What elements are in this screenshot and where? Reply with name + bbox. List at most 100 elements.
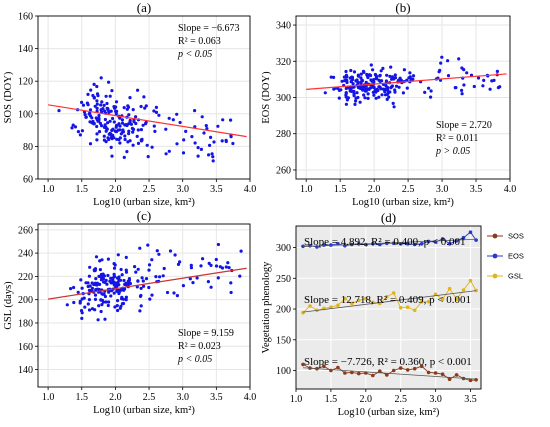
data-point-c (87, 298, 91, 302)
data-point-a (122, 155, 126, 159)
y-axis-label-b: EOS (DOY) (261, 71, 272, 124)
y-tick-label-d: 100 (276, 366, 291, 377)
data-point-a (92, 82, 96, 86)
series-point-sos (371, 373, 375, 378)
series-point-eos (461, 235, 466, 240)
data-point-c (136, 267, 140, 271)
y-tick-label-b: 280 (276, 129, 291, 140)
data-point-c (229, 290, 233, 295)
data-point-b (392, 105, 396, 109)
data-point-c (117, 283, 121, 287)
data-point-a (102, 138, 106, 142)
data-point-b (378, 79, 382, 83)
data-point-b (360, 78, 364, 82)
data-point-a (117, 122, 121, 126)
data-point-c (69, 287, 73, 291)
plot-border-d (295, 225, 482, 390)
legend-swatch-marker (492, 253, 498, 259)
data-point-a (196, 154, 200, 158)
data-point-c (117, 275, 121, 279)
data-point-b (377, 95, 381, 99)
data-point-b (438, 68, 442, 72)
series-point-gsl (440, 297, 445, 302)
data-point-c (112, 262, 116, 266)
data-point-b (389, 86, 393, 90)
data-point-c (147, 285, 151, 290)
series-point-gsl (461, 288, 466, 292)
data-point-b (372, 85, 376, 90)
data-point-c (90, 281, 94, 285)
series-point-sos (301, 362, 305, 367)
points-b (323, 55, 502, 109)
data-point-b (371, 68, 375, 72)
data-point-a (97, 113, 101, 118)
data-point-a (132, 120, 136, 124)
data-point-c (106, 273, 110, 278)
data-point-c (112, 283, 116, 287)
data-point-b (352, 92, 356, 96)
data-point-b (349, 68, 353, 73)
data-point-c (72, 285, 76, 290)
data-point-c (76, 290, 80, 294)
data-point-a (126, 104, 130, 108)
data-point-b (429, 95, 433, 99)
y-tick-label-c: 200 (18, 295, 33, 306)
series-point-sos (385, 373, 389, 377)
data-point-a (118, 128, 122, 132)
data-point-a (164, 152, 168, 156)
data-point-c (80, 286, 84, 290)
data-point-c (93, 281, 97, 285)
data-point-b (344, 86, 348, 91)
data-point-a (229, 118, 233, 122)
series-point-eos (398, 242, 403, 246)
y-tick-label-c: 140 (18, 365, 33, 376)
data-point-a (136, 88, 140, 92)
stats-annotation-b: p > 0.05 (435, 146, 470, 157)
data-point-a (125, 150, 129, 154)
data-point-c (98, 282, 102, 286)
data-point-c (161, 274, 165, 278)
panel-c: 1.0 1.5 2.0 2.5 3.0 3.5 4.0 140 160 180 200 220 240 2… (3, 208, 256, 416)
data-point-b (381, 66, 385, 70)
data-point-c (119, 287, 123, 292)
data-point-c (139, 293, 143, 298)
legend-label-gsl: GSL (508, 272, 523, 281)
data-point-a (113, 129, 118, 133)
stats-annotation-b: R² = 0.011 (436, 133, 478, 144)
series-point-sos (336, 365, 340, 370)
data-point-b (460, 88, 464, 92)
data-point-b (349, 88, 353, 92)
data-point-c (119, 267, 123, 272)
data-point-b (354, 96, 358, 100)
data-point-a (114, 109, 118, 113)
y-tick-label-c: 260 (18, 225, 33, 236)
series-point-eos (357, 242, 361, 246)
series-point-gsl (405, 305, 410, 310)
data-point-a (96, 119, 100, 123)
data-point-c (106, 257, 110, 261)
data-point-b (439, 61, 443, 65)
data-point-c (97, 304, 101, 308)
data-point-c (139, 286, 143, 290)
data-point-b (498, 85, 502, 89)
data-point-c (140, 276, 144, 280)
data-point-c (93, 308, 97, 312)
data-point-a (207, 153, 211, 157)
data-point-c (136, 279, 140, 283)
x-axis-label-a: Log10 (urban size, km²) (93, 197, 195, 208)
data-point-a (94, 116, 98, 120)
data-point-a (83, 113, 87, 117)
data-point-c (96, 318, 100, 322)
data-point-b (397, 78, 401, 82)
y-tick-label-b: 300 (276, 93, 291, 104)
data-point-c (117, 291, 121, 296)
data-point-a (99, 103, 103, 107)
data-point-b (381, 87, 385, 91)
data-point-a (88, 142, 93, 146)
data-point-b (453, 86, 457, 90)
series-point-sos (419, 364, 424, 369)
data-point-a (139, 104, 143, 109)
data-point-a (106, 121, 110, 125)
y-tick-label-c: 240 (18, 249, 33, 260)
data-point-a (154, 110, 159, 114)
